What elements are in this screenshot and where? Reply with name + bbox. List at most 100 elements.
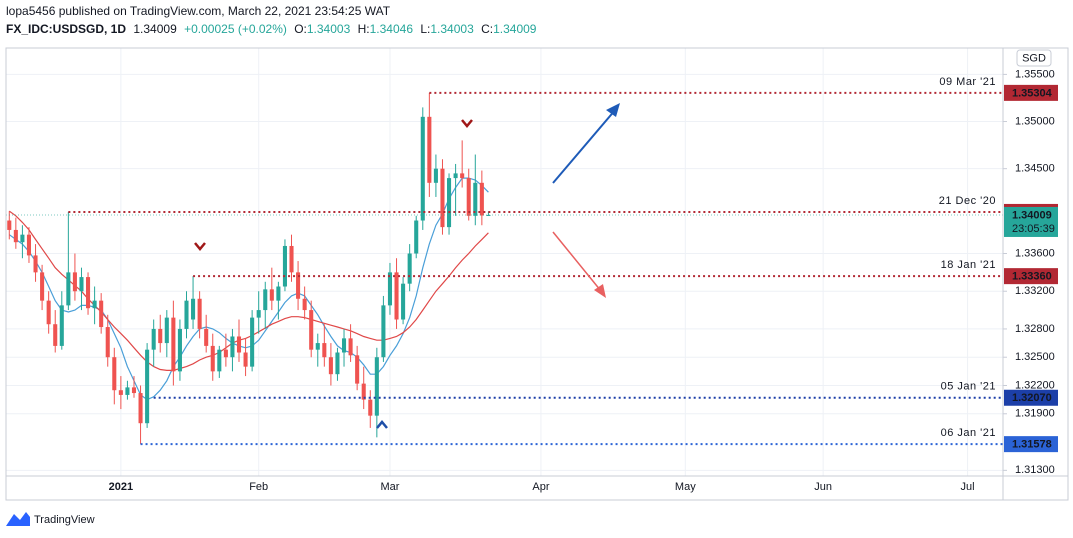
candle-body: [269, 289, 274, 301]
candle-body: [256, 310, 261, 318]
candle-body: [433, 168, 438, 183]
candle-body: [99, 300, 104, 328]
y-tick-label: 1.32200: [1015, 379, 1055, 391]
x-tick-label: Jun: [814, 481, 832, 493]
candle-body: [7, 220, 12, 230]
frame: [5, 47, 1069, 501]
candle-body: [328, 357, 333, 375]
last-price-tag: [1004, 206, 1058, 237]
ohlc-label: O:: [294, 22, 307, 36]
y-tick-label: 1.31900: [1015, 408, 1055, 420]
ohlc-label: L:: [420, 22, 430, 36]
candle-body: [315, 343, 320, 350]
candle-body: [33, 255, 38, 273]
candle-body: [335, 352, 340, 375]
candle-body: [368, 399, 373, 416]
candle-body: [230, 336, 235, 358]
candle-body: [158, 328, 163, 344]
level-label: 21 Dec '20: [939, 195, 996, 207]
level-label: 06 Jan '21: [941, 427, 996, 439]
candle-body: [138, 393, 143, 424]
x-tick-label: May: [675, 481, 696, 493]
candle-body: [447, 178, 452, 228]
ohlc-label: C:: [481, 22, 493, 36]
candle-body: [53, 324, 58, 346]
x-tick-label: Mar: [380, 481, 399, 493]
currency-box[interactable]: [1016, 49, 1052, 67]
ohlc-label: H:: [358, 22, 370, 36]
candle-body: [223, 349, 228, 358]
candle-body: [348, 338, 353, 356]
symbol: FX_IDC:USDSGD, 1D: [6, 22, 126, 36]
candle-body: [217, 349, 222, 372]
candle-body: [355, 355, 360, 384]
candle-body: [486, 214, 491, 216]
level-price-tag: [1004, 436, 1058, 453]
candle-body: [460, 173, 465, 179]
y-tick-label: 1.34500: [1015, 163, 1055, 175]
candle-body: [204, 328, 209, 346]
currency: SGD: [1022, 52, 1046, 64]
last-price-label: 1.34009: [1012, 209, 1052, 221]
candle-body: [197, 298, 202, 329]
candle-body: [125, 387, 130, 395]
candle-body: [59, 305, 64, 346]
candle-body: [401, 283, 406, 320]
y-tick-label: 1.35500: [1015, 68, 1055, 80]
candle-body: [302, 298, 307, 311]
countdown: 23:05:39: [1012, 223, 1055, 235]
candle-body: [394, 272, 399, 320]
annotations: [194, 103, 620, 429]
candle-body: [387, 272, 393, 306]
candle-body: [479, 182, 484, 216]
candle-body: [210, 345, 215, 372]
level-price-tag: [1004, 84, 1058, 101]
candle-body: [145, 349, 150, 424]
y-tick-label: 1.35000: [1015, 115, 1055, 127]
candle-body: [309, 310, 314, 350]
level-price-label: 1.35304: [1012, 87, 1053, 99]
candle-body: [263, 289, 268, 311]
candle-body: [381, 305, 386, 358]
candle-body: [420, 116, 425, 221]
level-price-label: 1.31578: [1012, 439, 1052, 451]
candle-body: [341, 338, 347, 353]
brand-logo: [6, 512, 30, 526]
candle-body: [407, 253, 412, 284]
candle-body: [92, 300, 97, 309]
candle-body: [86, 277, 91, 309]
candle-body: [466, 178, 471, 216]
candle-body: [322, 343, 327, 358]
candle-body: [184, 300, 189, 329]
candle-body: [282, 245, 287, 287]
candle-body: [243, 352, 248, 367]
x-tick-label: Feb: [249, 481, 268, 493]
y-tick-label: 1.32500: [1015, 351, 1055, 363]
plot-area: 09 Mar '21 21 Dec '20 18 Jan '21 05 Jan '21…: [6, 48, 1003, 476]
candle-body: [26, 234, 32, 256]
candle-body: [440, 168, 445, 228]
level-label: 09 Mar '21: [939, 76, 996, 88]
candle-body: [473, 182, 478, 216]
x-tick-label: Apr: [532, 481, 549, 493]
level-label: 18 Jan '21: [941, 259, 996, 271]
candle-body: [20, 234, 25, 243]
candle-body: [427, 116, 432, 183]
candle-body: [118, 390, 123, 395]
candle-body: [79, 277, 84, 292]
candle-body: [289, 245, 294, 273]
candle-body: [374, 357, 379, 416]
y-tick-label: 1.31300: [1015, 464, 1055, 476]
level-price-tag: [1004, 268, 1058, 285]
candle-body: [46, 300, 51, 325]
candle-body: [236, 336, 242, 353]
candle-body: [40, 272, 45, 301]
candle-body: [131, 387, 137, 394]
candle-body: [66, 272, 71, 306]
y-tick-label: 1.32800: [1015, 323, 1055, 335]
candle-body: [453, 173, 458, 179]
x-tick-label: 2021: [109, 481, 133, 493]
candle-body: [276, 286, 281, 301]
ohlc-value: 1.34009: [493, 22, 537, 36]
